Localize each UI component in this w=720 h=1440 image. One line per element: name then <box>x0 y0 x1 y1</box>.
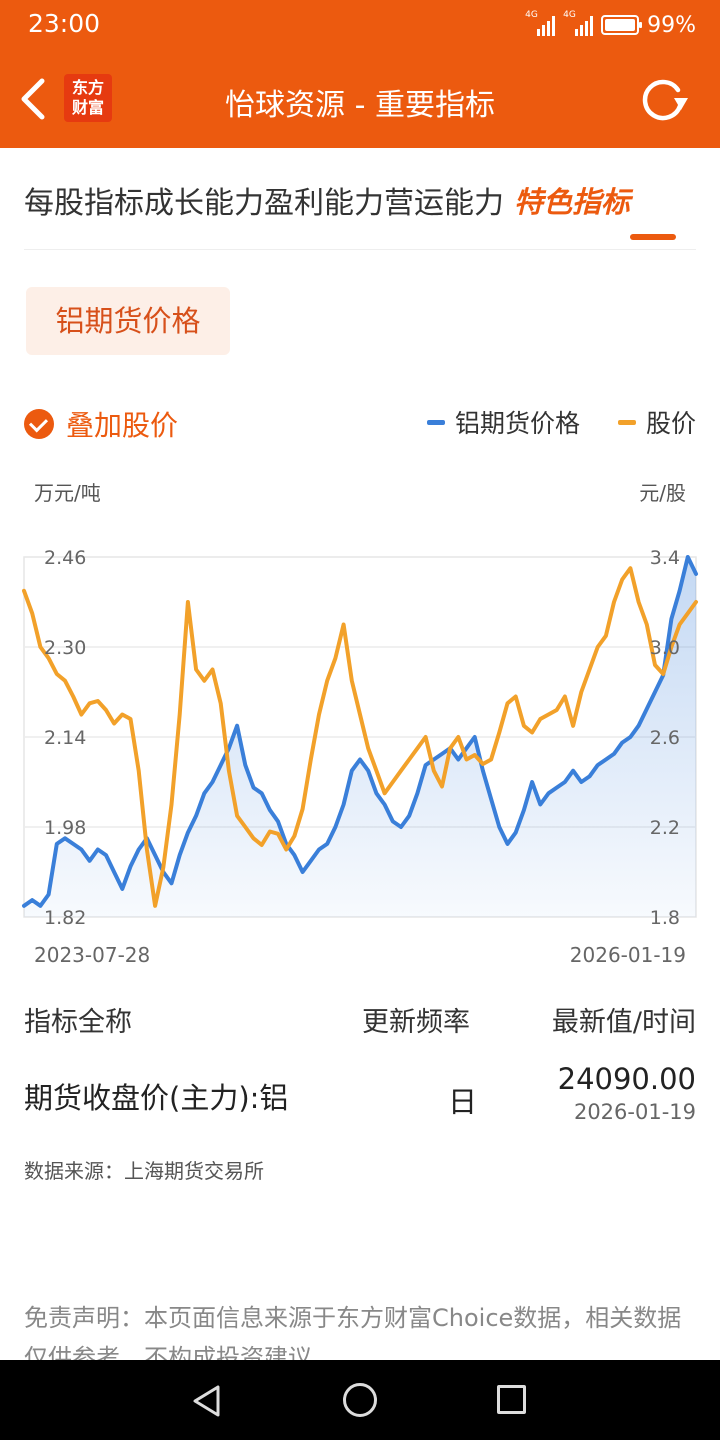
check-circle-icon[interactable] <box>24 409 54 439</box>
right-axis-unit: 元/股 <box>639 481 686 505</box>
refresh-icon <box>642 79 688 121</box>
active-tab-indicator <box>630 234 676 240</box>
y-right-tick-label: 3.4 <box>650 547 680 569</box>
back-button[interactable] <box>14 76 54 122</box>
status-bar: 23:00 4G 4G 99% <box>0 0 720 50</box>
battery-icon <box>601 15 643 35</box>
chart-area[interactable]: 2.46 2.30 2.14 1.98 1.82 3.4 3.0 2.6 2.2 1.8 <box>0 540 720 940</box>
y-right-tick-label: 1.8 <box>650 907 680 929</box>
header-latest-value: 最新值/时间 <box>551 1007 696 1038</box>
header: 东方 财富 怡球资源 - 重要指标 <box>0 50 720 148</box>
disclaimer: 免责声明：本页面信息来源于东方财富Choice数据，相关数据仅供参考，不构成投资… <box>24 1304 682 1360</box>
indicator-chip[interactable]: 铝期货价格 <box>26 287 230 355</box>
tab-operation[interactable]: 营运能力 <box>384 186 504 221</box>
battery-percent: 99% <box>647 12 696 38</box>
signal-icon: 4G <box>525 10 556 36</box>
overlay-stock-price-toggle[interactable]: 叠加股价 <box>24 404 178 444</box>
indicator-tabs: 每股指标 成长能力 盈利能力 营运能力 特色指标 <box>24 160 696 250</box>
network-label: 4G <box>525 10 538 20</box>
page-title: 怡球资源 - 重要指标 <box>225 88 495 123</box>
chevron-left-icon <box>21 78 45 120</box>
home-circle-icon[interactable] <box>343 1383 377 1417</box>
system-nav-bar <box>0 1360 720 1440</box>
recent-apps-icon[interactable] <box>497 1385 526 1414</box>
y-left-tick-label: 2.14 <box>44 727 86 749</box>
y-right-tick-label: 2.6 <box>650 727 680 749</box>
header-indicator-name: 指标全称 <box>24 1007 132 1038</box>
data-source: 数据来源：上海期货交易所 <box>24 1159 264 1183</box>
y-left-tick-label: 1.98 <box>44 817 86 839</box>
status-icons: 4G 4G 99% <box>525 11 696 39</box>
left-axis-unit: 万元/吨 <box>34 481 101 505</box>
legend-item-aluminum: 铝期货价格 <box>426 404 580 440</box>
tab-growth[interactable]: 成长能力 <box>144 186 264 221</box>
tab-profitability[interactable]: 盈利能力 <box>264 186 384 221</box>
latest-date: 2026-01-19 <box>573 1100 696 1124</box>
tab-featured[interactable]: 特色指标 <box>514 185 631 219</box>
logo-text: 财富 <box>71 98 104 117</box>
y-left-tick-label: 1.82 <box>44 907 86 929</box>
chart-legend: 铝期货价格 股价 <box>389 404 696 440</box>
table-header: 指标全称 更新频率 最新值/时间 <box>24 1000 696 1040</box>
network-label: 4G <box>563 10 576 20</box>
chart-controls: 叠加股价 铝期货价格 股价 <box>24 398 696 442</box>
legend-swatch <box>426 419 445 425</box>
header-update-frequency: 更新频率 <box>362 1007 470 1038</box>
status-time: 23:00 <box>28 9 101 38</box>
legend-item-stock-price: 股价 <box>617 404 696 440</box>
latest-value: 24090.00 <box>557 1062 696 1096</box>
logo-text: 东方 <box>71 78 104 97</box>
signal-icon: 4G <box>563 10 594 36</box>
x-axis-start-date: 2023-07-28 <box>34 943 151 967</box>
tab-per-share[interactable]: 每股指标 <box>24 186 144 221</box>
app-logo: 东方 财富 <box>64 74 112 122</box>
y-left-tick-label: 2.30 <box>44 637 86 659</box>
legend-label: 股价 <box>645 409 696 438</box>
legend-label: 铝期货价格 <box>454 409 580 438</box>
y-left-tick-label: 2.46 <box>44 547 86 569</box>
table-row: 期货收盘价(主力):铝 日 24090.00 2026-01-19 <box>24 1062 696 1132</box>
series-line-aluminum-price <box>22 555 698 908</box>
update-frequency: 日 <box>448 1085 478 1119</box>
series-line-stock-price <box>22 566 698 908</box>
legend-swatch <box>617 419 636 425</box>
y-right-tick-label: 2.2 <box>650 817 680 839</box>
y-right-tick-label: 3.0 <box>650 637 680 659</box>
indicator-full-name: 期货收盘价(主力):铝 <box>24 1081 289 1115</box>
back-triangle-icon[interactable] <box>190 1384 224 1418</box>
refresh-button[interactable] <box>638 76 690 122</box>
line-chart: 2.46 2.30 2.14 1.98 1.82 3.4 3.0 2.6 2.2 1.8 <box>22 547 698 929</box>
overlay-label[interactable]: 叠加股价 <box>66 409 179 442</box>
x-axis-end-date: 2026-01-19 <box>569 943 686 967</box>
